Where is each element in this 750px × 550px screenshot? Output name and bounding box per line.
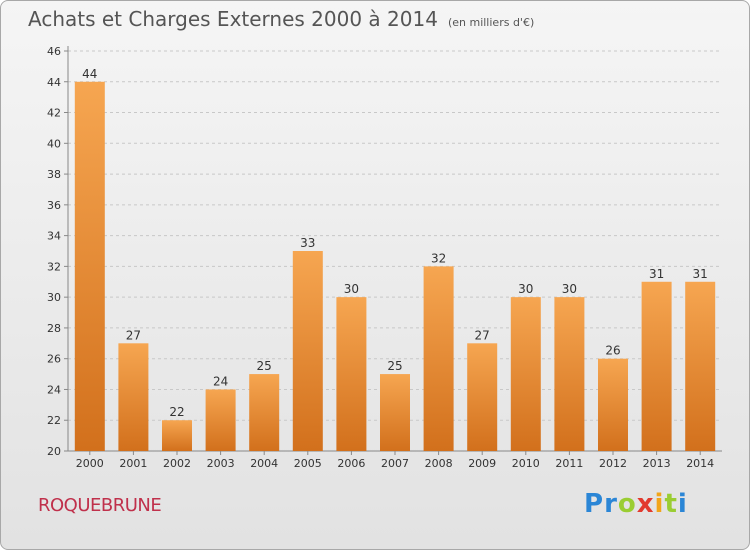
bar	[74, 81, 105, 452]
bar-value-label: 31	[649, 267, 664, 281]
x-tick-label: 2014	[686, 457, 714, 470]
chart-title-line: Achats et Charges Externes 2000 à 2014 (e…	[28, 7, 534, 31]
x-tick-label: 2008	[425, 457, 453, 470]
bar-value-label: 44	[82, 67, 97, 81]
bar	[641, 281, 672, 451]
logo-letter: i	[654, 489, 665, 519]
y-tick-label: 32	[47, 260, 61, 273]
bar-value-label: 30	[518, 282, 533, 296]
y-tick-label: 24	[47, 383, 61, 396]
bar	[205, 389, 236, 451]
chart-subtitle: (en milliers d'€)	[447, 16, 535, 29]
y-tick-label: 38	[47, 168, 61, 181]
y-tick-label: 26	[47, 353, 61, 366]
y-tick-label: 30	[47, 291, 61, 304]
bar	[685, 281, 716, 451]
x-tick-label: 2012	[599, 457, 627, 470]
bar-value-label: 25	[257, 359, 272, 373]
logo-letter: i	[677, 489, 688, 519]
bars	[74, 81, 716, 452]
bar	[292, 251, 323, 451]
x-tick-label: 2010	[512, 457, 540, 470]
bar	[249, 374, 280, 451]
x-tick-label: 2013	[643, 457, 671, 470]
y-tick-label: 20	[47, 445, 61, 458]
bar	[162, 420, 192, 451]
x-tick-label: 2009	[468, 457, 496, 470]
logo-letter: o	[617, 489, 637, 519]
value-labels: 44 27 22 24 25 33 30 25 32 27 30 30 26 31 31	[82, 67, 708, 419]
bar-value-label: 30	[562, 282, 577, 296]
x-tick-label: 2007	[381, 457, 409, 470]
commune-name: ROQUEBRUNE	[38, 495, 162, 516]
bar	[118, 343, 149, 451]
y-tick-label: 46	[47, 45, 61, 58]
y-tick-label: 34	[47, 230, 61, 243]
bar-value-label: 25	[387, 359, 402, 373]
bar-value-label: 33	[300, 236, 315, 250]
bar-value-label: 27	[126, 328, 141, 342]
bar	[467, 343, 498, 451]
y-tick-label: 44	[47, 76, 61, 89]
y-tick-labels: 20 22 24 26 28 30 32 34 36 38 40 42 44 46	[47, 45, 61, 458]
x-tick-label: 2001	[119, 457, 147, 470]
bar-value-label: 24	[213, 374, 228, 388]
bar-value-label: 27	[475, 328, 490, 342]
x-tick-label: 2006	[337, 457, 365, 470]
bar	[380, 374, 410, 451]
bar-value-label: 32	[431, 251, 446, 265]
x-tick-label: 2004	[250, 457, 278, 470]
x-tick-label: 2011	[555, 457, 583, 470]
y-tick-label: 40	[47, 137, 61, 150]
logo-letter: P	[584, 489, 605, 519]
logo-letter: r	[604, 489, 618, 519]
x-tick-label: 2005	[294, 457, 322, 470]
y-tick-label: 36	[47, 199, 61, 212]
x-tick-labels: 2000 2001 2002 2003 2004 2005 2006 2007 2008 2009…	[76, 457, 714, 470]
bar	[510, 297, 541, 451]
x-tick-label: 2000	[76, 457, 104, 470]
proxiti-logo: Proxiti	[584, 489, 688, 519]
bar-value-label: 22	[169, 405, 184, 419]
x-tick-label: 2002	[163, 457, 191, 470]
bar-value-label: 26	[605, 344, 620, 358]
y-tick-label: 42	[47, 107, 61, 120]
y-tick-label: 28	[47, 322, 61, 335]
chart-title: Achats et Charges Externes 2000 à 2014	[28, 7, 438, 31]
bar	[336, 297, 367, 451]
bar	[423, 266, 454, 451]
bar-value-label: 31	[693, 267, 708, 281]
x-tick-label: 2003	[207, 457, 235, 470]
bar	[598, 358, 628, 451]
logo-letter: x	[636, 489, 655, 519]
logo-letter: t	[664, 489, 678, 519]
bar-value-label: 30	[344, 282, 359, 296]
bar	[554, 297, 585, 451]
y-tick-label: 22	[47, 414, 61, 427]
